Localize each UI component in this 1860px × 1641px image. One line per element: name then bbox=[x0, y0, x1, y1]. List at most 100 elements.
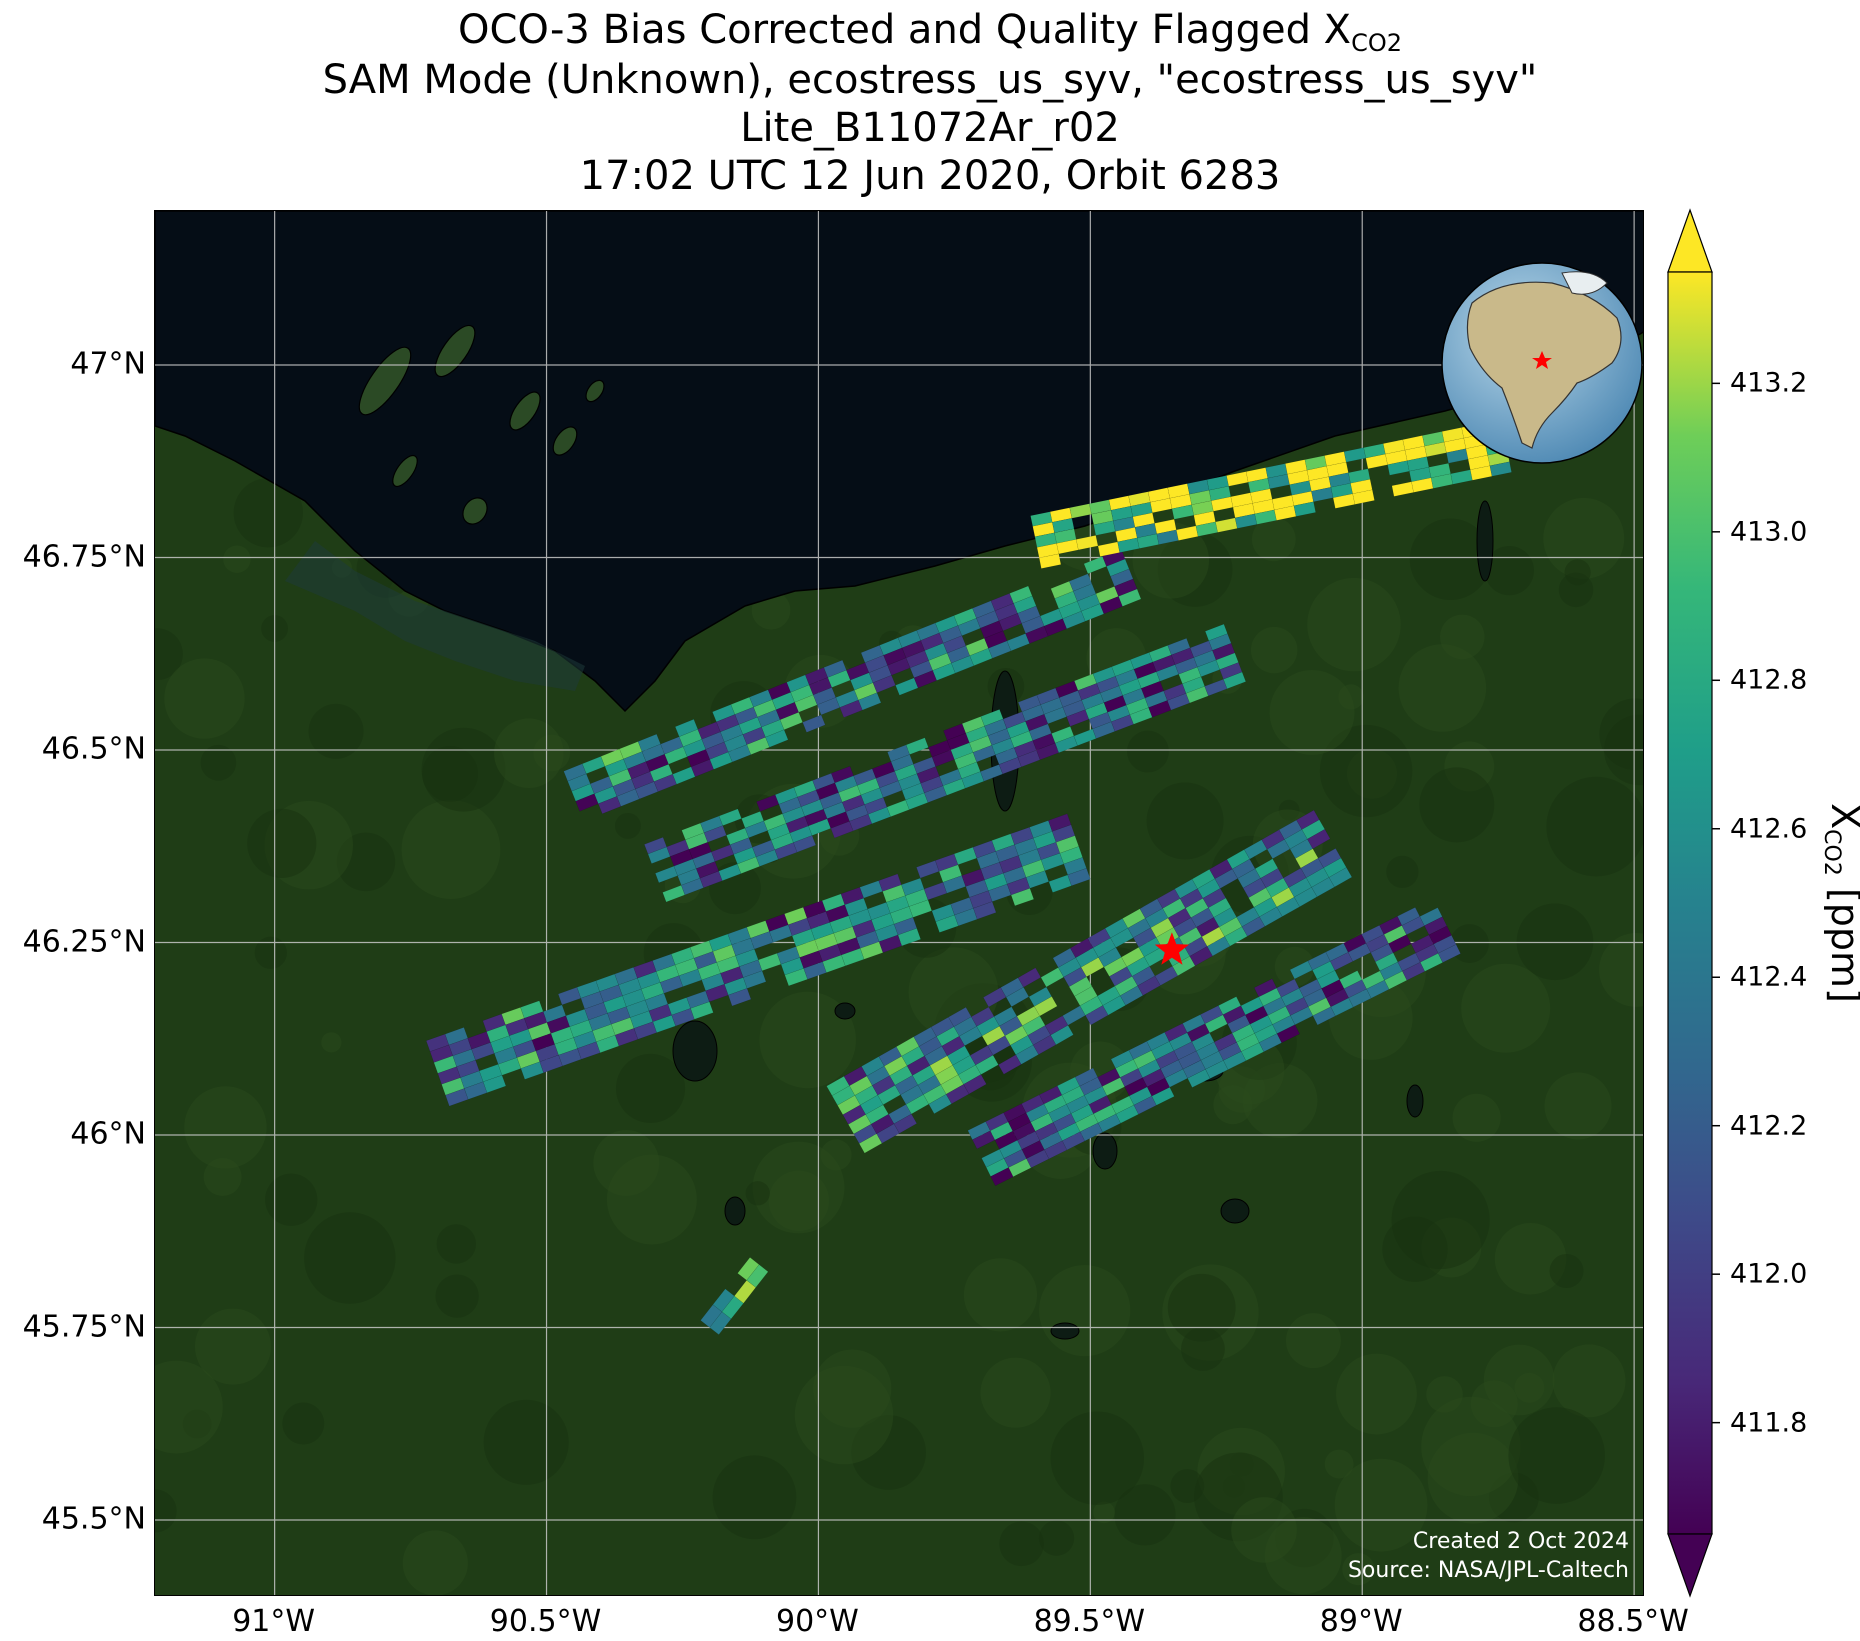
sounding-cell bbox=[1010, 887, 1035, 907]
sounding-cell bbox=[1328, 867, 1353, 888]
sounding-cell bbox=[482, 1074, 507, 1094]
sounding-cell bbox=[1151, 1086, 1175, 1106]
colorbar-label-suffix: [ppm] bbox=[1823, 887, 1860, 1003]
land-patch bbox=[1181, 1327, 1225, 1371]
land-patch bbox=[980, 1357, 1051, 1428]
colorbar-label-sub: CO2 bbox=[1819, 829, 1844, 876]
island bbox=[434, 324, 476, 378]
land-patch bbox=[1549, 1254, 1584, 1289]
land-patch bbox=[265, 1173, 318, 1226]
sounding-cell bbox=[1038, 553, 1062, 569]
land-patch bbox=[1599, 933, 1643, 1007]
colorbar-tick-label: 413.0 bbox=[1730, 516, 1808, 548]
land-patch bbox=[233, 478, 303, 548]
lon-tick: 90.5°W bbox=[489, 1604, 602, 1639]
sounding-cell bbox=[802, 714, 826, 733]
title-line-1: OCO-3 Bias Corrected and Quality Flagged… bbox=[0, 6, 1860, 67]
land-patch bbox=[1274, 946, 1315, 987]
land-patch bbox=[1307, 577, 1401, 672]
land-patch bbox=[999, 1521, 1044, 1567]
land-patch bbox=[1127, 730, 1169, 773]
lat-tick: 45.75°N bbox=[22, 1309, 146, 1344]
island bbox=[358, 346, 412, 416]
sounding-cell bbox=[1067, 867, 1091, 887]
sounding-cell bbox=[1223, 671, 1247, 690]
land-patch bbox=[1391, 1170, 1490, 1270]
sounding-cell bbox=[1489, 461, 1512, 477]
land-patch bbox=[1398, 644, 1487, 732]
colorbar-tick-label: 412.6 bbox=[1730, 813, 1808, 845]
title-line-3: Lite_B11072Ar_r02 bbox=[740, 105, 1120, 151]
land-patch bbox=[752, 1141, 845, 1234]
inland-lake bbox=[1220, 1198, 1250, 1224]
land-patch bbox=[1319, 724, 1413, 818]
sounding-cell bbox=[1307, 828, 1331, 850]
sounding-cell bbox=[690, 1001, 714, 1020]
colorbar-tick-label: 412.0 bbox=[1730, 1258, 1808, 1290]
lat-tick: 45.5°N bbox=[41, 1501, 146, 1537]
land-patch bbox=[1409, 518, 1492, 600]
sounding-cell bbox=[1050, 1024, 1074, 1046]
sounding-cell bbox=[897, 927, 922, 947]
land-texture bbox=[155, 478, 1643, 1595]
land-patch bbox=[1146, 782, 1224, 860]
land-patch bbox=[1546, 776, 1643, 877]
map-panel[interactable]: Created 2 Oct 2024 Source: NASA/JPL-Calt… bbox=[154, 210, 1644, 1596]
colorbar bbox=[1667, 208, 1720, 1598]
island bbox=[585, 379, 605, 403]
lat-tick: 46.75°N bbox=[22, 539, 146, 574]
target-star bbox=[1154, 932, 1189, 965]
land-patch bbox=[1461, 963, 1551, 1053]
land-patch bbox=[308, 703, 364, 759]
colorbar-tick-label: 411.8 bbox=[1730, 1407, 1808, 1439]
shallow-water bbox=[285, 541, 585, 691]
land-patch bbox=[1470, 1380, 1518, 1428]
sounding-cell bbox=[793, 835, 817, 853]
land-patch bbox=[155, 1489, 177, 1533]
sounding-cell bbox=[765, 729, 789, 748]
island bbox=[509, 391, 541, 431]
land-patch bbox=[483, 1399, 569, 1485]
land-patch bbox=[614, 812, 641, 839]
sounding-cell bbox=[746, 1264, 769, 1288]
land-patch bbox=[1508, 1407, 1605, 1504]
sounding-cell bbox=[973, 901, 997, 920]
colorbar-tick-label: 412.2 bbox=[1730, 1110, 1808, 1142]
inland-lake bbox=[672, 1020, 718, 1082]
land-patch bbox=[1250, 626, 1298, 674]
land-patch bbox=[184, 1086, 267, 1169]
land-patch bbox=[282, 1402, 325, 1445]
land-patch bbox=[1324, 1449, 1354, 1479]
island bbox=[552, 426, 578, 456]
locator-globe bbox=[1441, 262, 1643, 464]
colorbar-label: XCO2 [ppm] bbox=[1819, 803, 1860, 1003]
lat-tick: 46.25°N bbox=[22, 924, 146, 959]
colorbar-label-prefix: X bbox=[1823, 803, 1860, 829]
sounding-cell bbox=[1437, 944, 1461, 963]
island bbox=[462, 497, 488, 525]
land-patch bbox=[200, 744, 237, 781]
colorbar-body bbox=[1667, 271, 1713, 1535]
target-star-marker bbox=[1154, 932, 1189, 965]
sounding-cell bbox=[1033, 996, 1058, 1017]
globe-star bbox=[1532, 351, 1552, 369]
land-patch bbox=[1038, 1520, 1075, 1556]
inland-lake bbox=[834, 1002, 856, 1020]
land-patch bbox=[1342, 1553, 1375, 1586]
colorbar-tick-label: 412.8 bbox=[1730, 664, 1808, 696]
land-patch bbox=[615, 1053, 686, 1123]
land-patch bbox=[712, 1455, 797, 1540]
inland-lake bbox=[1092, 1132, 1118, 1170]
colorbar-bottom-extend bbox=[1667, 1533, 1713, 1598]
land-patch bbox=[1050, 1411, 1145, 1505]
land-patch bbox=[1334, 1458, 1428, 1552]
land-patch bbox=[1494, 1222, 1567, 1295]
land-patch bbox=[1426, 1376, 1463, 1413]
land-patch bbox=[1093, 1501, 1115, 1524]
land-patch bbox=[1544, 1072, 1612, 1140]
inland-lake bbox=[1406, 1084, 1424, 1118]
map-canvas bbox=[155, 211, 1643, 1595]
inland-lake bbox=[1050, 1322, 1080, 1340]
land-patch bbox=[759, 991, 856, 1089]
land-patch bbox=[1543, 497, 1625, 579]
